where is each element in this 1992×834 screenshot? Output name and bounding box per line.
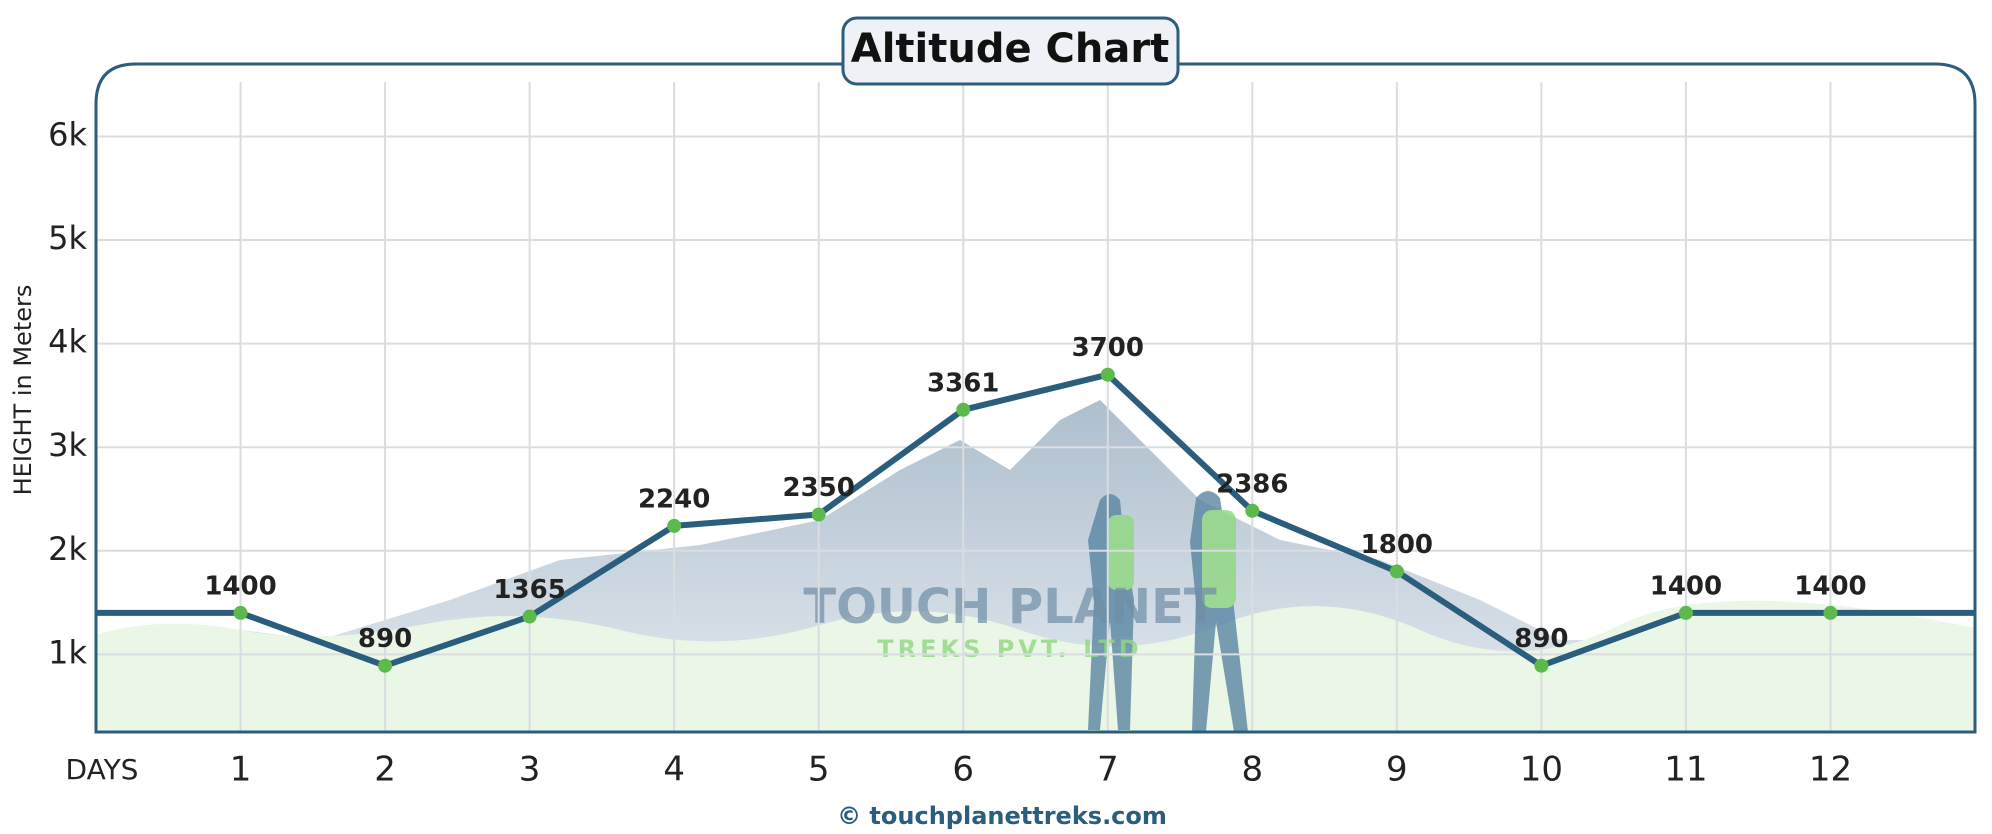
point [1678,605,1693,620]
x-tick-label: 1 [230,750,252,790]
point [522,609,537,624]
x-tick-label: 11 [1664,750,1707,790]
x-tick-label: 3 [519,750,541,790]
altitude-line [239,371,1831,669]
point [667,518,682,533]
y-tick-label: 5k [48,219,87,257]
y-tick-label: 2k [48,530,87,568]
data-label: 1400 [1650,571,1722,601]
data-label: 890 [1514,624,1568,654]
grid [96,82,1975,732]
data-label: 2240 [638,484,710,514]
x-tick-label: 12 [1809,750,1852,790]
x-tick-label: 5 [808,750,830,790]
data-label: 1400 [1794,571,1866,601]
point [378,658,393,673]
data-label: 1400 [204,571,276,601]
point [1245,503,1260,518]
point [233,605,248,620]
x-tick-label: 8 [1241,750,1263,790]
ground [96,600,1975,732]
data-label: 1365 [493,575,565,605]
point [1823,605,1838,620]
x-tick-label: 6 [952,750,974,790]
watermark: TOUCH PLANET TREKS PVT. LTD [803,579,1217,663]
data-label: 2350 [783,473,855,503]
data-label: 890 [358,624,412,654]
point [956,402,971,417]
y-axis-title: HEIGHT in Meters [9,285,37,496]
footer: © touchplanettreks.com [837,802,1167,830]
chart-title: Altitude Chart [851,26,1169,72]
data-label: 3700 [1072,333,1144,363]
y-tick-label: 6k [48,115,87,153]
y-tick-label: 1k [48,633,87,671]
frame [94,62,1977,734]
point [1100,367,1115,382]
x-tick-label: 9 [1386,750,1408,790]
y-tick-label: 4k [48,323,87,361]
point [1389,564,1404,579]
y-tick-label: 3k [48,426,87,464]
watermark-main: TOUCH PLANET [803,579,1217,635]
data-label: 3361 [927,368,999,398]
data-label: 1800 [1361,530,1433,560]
data-label: 2386 [1216,469,1288,499]
point [811,507,826,522]
x-axis-title: DAYS [66,753,139,786]
x-tick-label: 2 [374,750,396,790]
x-tick-label: 10 [1520,750,1563,790]
watermark-sub: TREKS PVT. LTD [877,635,1142,663]
title-box [841,16,1180,86]
point [1534,658,1549,673]
x-tick-label: 7 [1097,750,1119,790]
x-tick-label: 4 [663,750,685,790]
